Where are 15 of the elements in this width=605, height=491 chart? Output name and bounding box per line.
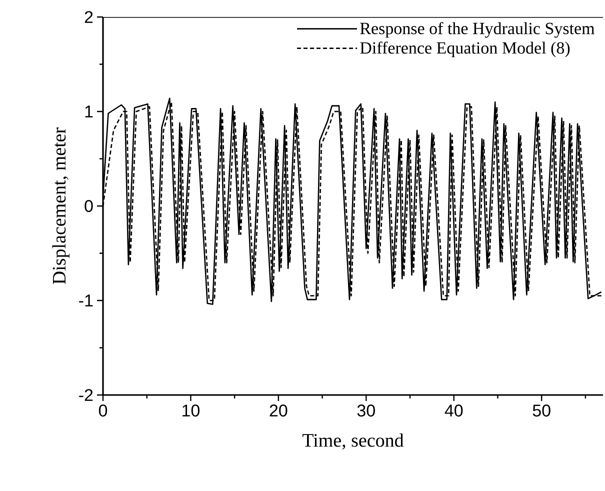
legend-label: Difference Equation Model (8) [360,42,570,58]
x-tick-label: 40 [444,404,463,417]
x-axis-title: Time, second [302,433,404,450]
x-tick-label: 50 [532,404,550,417]
y-axis-title: Displacement, meter [52,128,70,284]
y-tick-label: -1 [79,294,93,306]
y-tick-label: -2 [79,389,93,401]
x-tick-label: 0 [98,404,108,417]
x-tick-label: 20 [270,404,288,417]
y-tick-label: 1 [85,106,93,118]
x-tick-label: 30 [357,404,375,417]
y-tick-label: 0 [84,200,93,212]
legend-label: Response of the Hydraulic System [360,22,595,38]
y-tick-label: 2 [84,11,93,23]
x-tick-label: 10 [182,404,200,417]
